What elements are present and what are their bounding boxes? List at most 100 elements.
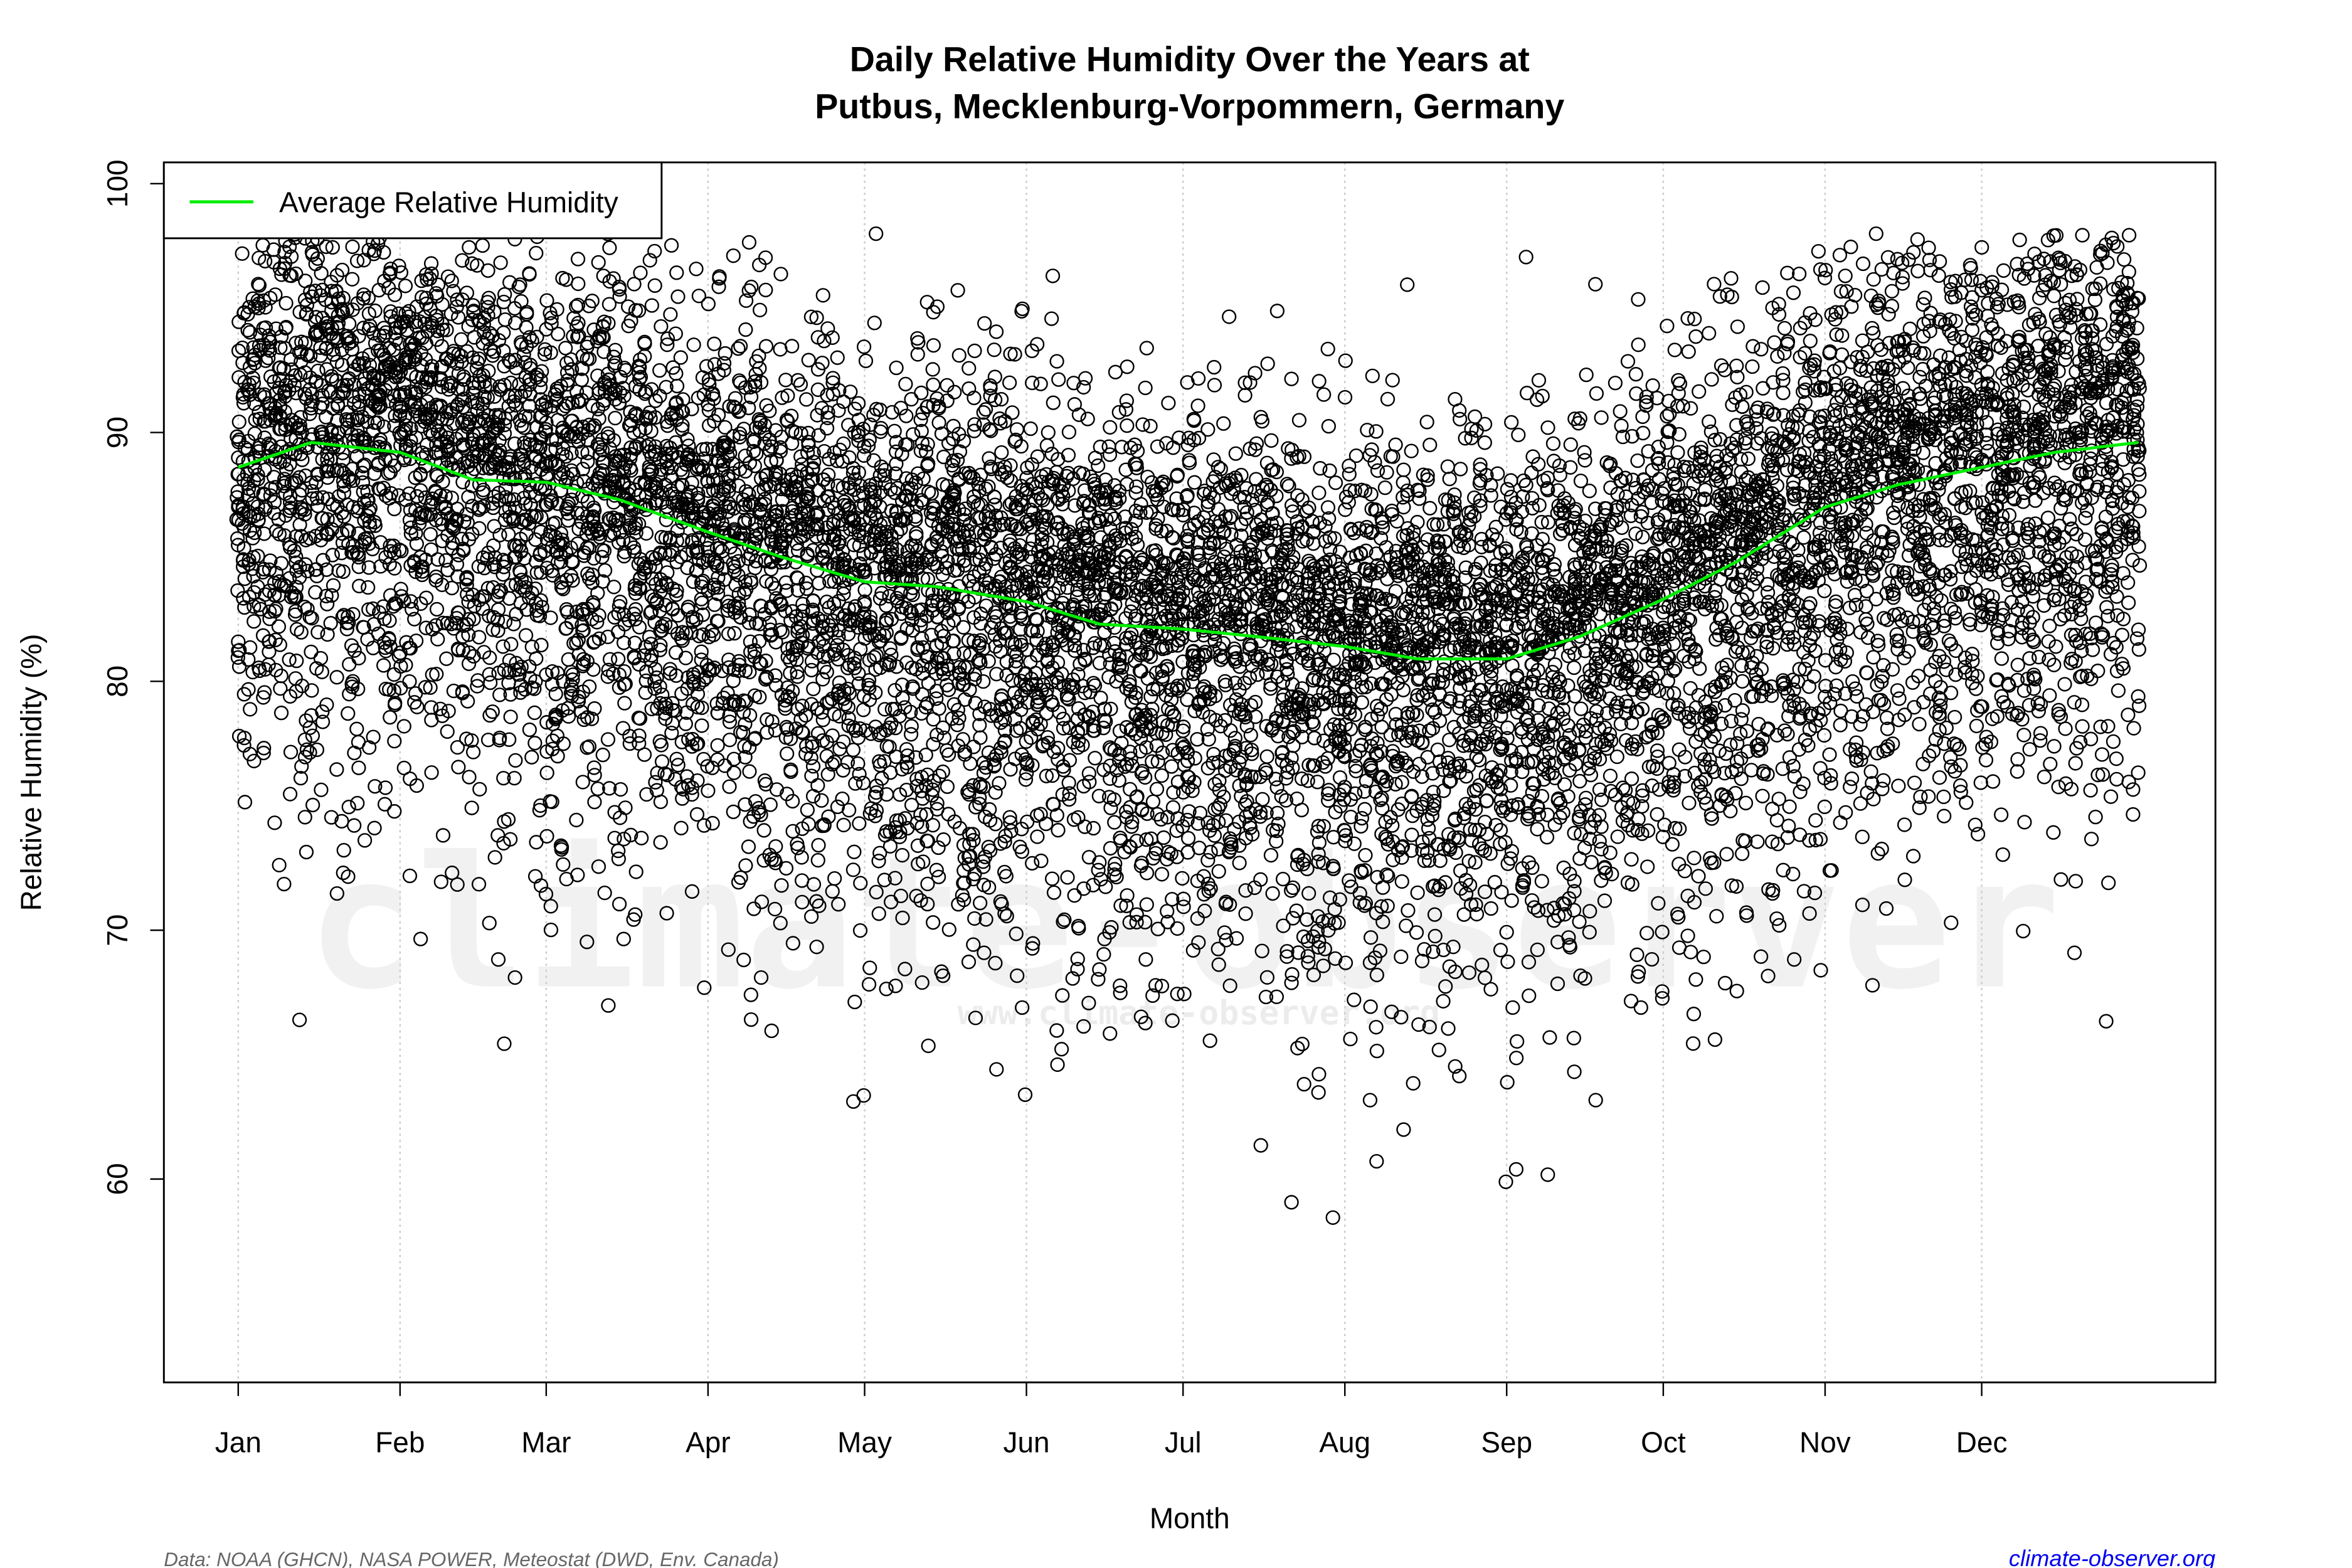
data-point: [961, 361, 977, 376]
data-point: [297, 502, 312, 517]
data-point: [929, 684, 945, 699]
data-point: [482, 707, 497, 723]
data-point: [1061, 425, 1077, 440]
data-point: [570, 252, 586, 267]
data-point: [236, 687, 252, 702]
data-point: [869, 226, 884, 241]
data-point: [278, 295, 294, 311]
data-point: [297, 507, 312, 522]
data-point: [402, 674, 417, 689]
data-point: [363, 318, 378, 333]
data-point: [753, 302, 768, 317]
data-point: [368, 336, 383, 351]
data-point: [496, 771, 511, 786]
data-point: [763, 797, 778, 812]
data-point: [267, 494, 282, 510]
data-point: [981, 654, 996, 669]
data-point: [360, 492, 375, 508]
data-point: [475, 482, 491, 497]
data-point: [297, 750, 313, 765]
data-point: [507, 771, 522, 786]
data-point: [994, 445, 1009, 460]
data-point: [451, 310, 466, 325]
data-point: [241, 652, 256, 667]
data-point: [973, 730, 988, 745]
data-point: [440, 724, 455, 739]
data-point: [527, 705, 542, 721]
data-point: [940, 677, 955, 692]
data-point: [497, 426, 512, 441]
data-point: [528, 674, 543, 689]
data-point: [492, 527, 507, 543]
data-point: [940, 779, 955, 794]
data-point: [508, 753, 523, 768]
data-point: [465, 298, 480, 313]
data-point: [266, 242, 281, 257]
data-point: [394, 543, 409, 559]
data-point: [302, 406, 317, 421]
data-point: [466, 304, 481, 319]
data-point: [532, 608, 548, 623]
data-point: [271, 619, 287, 634]
data-point: [429, 667, 444, 682]
data-point: [272, 857, 287, 872]
data-point: [867, 315, 882, 331]
data-point: [988, 324, 1004, 339]
data-point: [329, 762, 344, 777]
data-point: [256, 690, 271, 705]
data-point: [289, 622, 305, 637]
data-point: [461, 612, 477, 627]
data-point: [898, 376, 913, 391]
data-point: [376, 658, 391, 673]
data-point: [497, 287, 512, 302]
data-point: [459, 569, 475, 585]
data-point: [430, 277, 446, 292]
data-point: [324, 810, 339, 825]
data-point: [258, 502, 273, 517]
data-point: [283, 249, 299, 264]
data-point: [273, 340, 288, 355]
data-point: [533, 878, 549, 893]
data-point: [250, 548, 265, 564]
data-point: [383, 710, 398, 725]
data-point: [342, 657, 357, 672]
data-point: [686, 337, 701, 352]
data-point: [409, 299, 425, 314]
data-point: [303, 349, 318, 364]
data-point: [319, 239, 334, 255]
data-point: [283, 744, 299, 760]
data-point: [586, 760, 601, 775]
data-point: [429, 601, 445, 617]
data-point: [272, 261, 287, 277]
data-point: [257, 685, 272, 700]
data-point: [407, 612, 422, 627]
data-point: [299, 713, 314, 728]
data-point: [726, 248, 741, 263]
data-point: [243, 702, 258, 717]
data-point: [810, 778, 825, 793]
data-point: [305, 247, 320, 262]
data-point: [262, 343, 278, 358]
data-point: [527, 489, 543, 504]
data-point: [534, 398, 549, 413]
data-point: [324, 369, 339, 384]
data-point: [512, 413, 527, 428]
data-point: [987, 342, 1002, 358]
data-point: [490, 612, 506, 628]
data-point: [242, 325, 258, 340]
data-point: [392, 542, 407, 558]
data-point: [299, 844, 314, 860]
data-point: [433, 701, 448, 716]
data-point: [430, 324, 445, 339]
data-point: [513, 388, 529, 403]
data-point: [334, 302, 349, 317]
data-point: [336, 866, 351, 881]
data-point: [581, 571, 597, 586]
data-point: [418, 458, 433, 474]
scatter-points: [229, 226, 2148, 1225]
data-point: [302, 745, 317, 760]
data-point: [391, 258, 406, 273]
data-point: [632, 728, 647, 743]
data-point: [320, 627, 335, 642]
data-point: [408, 686, 423, 701]
